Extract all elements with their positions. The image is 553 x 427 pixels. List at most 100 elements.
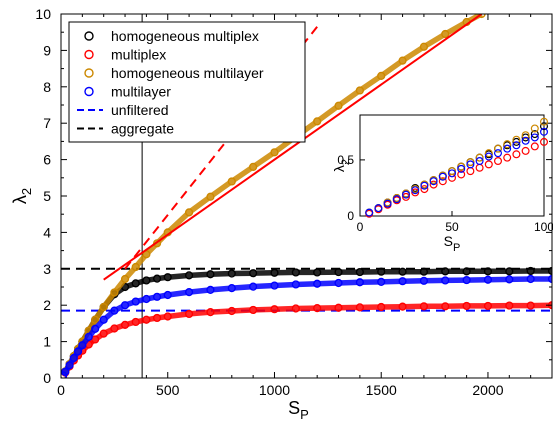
inset-data-point [438, 172, 447, 181]
inset-x-tick-label: 100 [534, 220, 553, 234]
inset-data-point [374, 204, 383, 213]
inset-data-point [530, 130, 539, 139]
inset-data-point [429, 180, 438, 189]
inset-y-axis-label-group: λ2 [331, 159, 352, 172]
legend-entry: multilayer [84, 84, 171, 100]
inset-data-point [411, 186, 420, 195]
inset-data-point [484, 160, 493, 169]
inset-data-point [420, 181, 429, 190]
legend-marker [84, 86, 94, 97]
inset-data-point [512, 141, 521, 150]
y-axis-label: λ2 [10, 188, 34, 204]
inset-data-point [457, 162, 466, 171]
inset-data-point [512, 150, 521, 159]
inset-y-axis-label: λ2 [331, 159, 352, 172]
inset-data-point [448, 167, 457, 176]
inset-data-point [494, 149, 503, 158]
inset-data-point [484, 152, 493, 161]
inset-data-point [448, 169, 457, 178]
series-multilayer [61, 274, 552, 378]
legend-entry: homogeneous multilayer [84, 65, 264, 81]
legend-label: homogeneous multilayer [111, 65, 264, 81]
inset-data-point [484, 149, 493, 158]
inset-data-point [411, 188, 420, 197]
inset-data-point [521, 133, 530, 142]
y-tick-label: 3 [43, 261, 51, 277]
inset-data-point [494, 144, 503, 153]
legend-entry: multiplex [84, 47, 166, 63]
y-axis-label-group: λ2 [10, 188, 34, 204]
y-tick-label: 2 [43, 297, 51, 313]
x-tick-label: 1500 [366, 382, 397, 398]
legend-label: unfiltered [111, 102, 169, 118]
inset-data-point [539, 127, 548, 136]
inset-data-point [402, 192, 411, 201]
inset-data-point [530, 124, 539, 133]
legend-entry: unfiltered [77, 102, 169, 118]
inset-data-point [438, 177, 447, 186]
inset-series-3 [365, 127, 548, 217]
x-tick-label: 2000 [472, 382, 503, 398]
legend-marker [84, 49, 94, 60]
y-tick-label: 5 [43, 188, 51, 204]
x-axis-label: SP [288, 398, 309, 422]
y-tick-label: 10 [35, 6, 51, 22]
y-tick-label: 6 [43, 152, 51, 168]
inset-data-point [521, 136, 530, 145]
series-band [61, 276, 552, 377]
inset-data-point [512, 137, 521, 146]
y-tick-label: 7 [43, 115, 51, 131]
inset-data-point [539, 122, 548, 131]
legend-label: multiplex [111, 47, 166, 63]
legend-label: aggregate [111, 121, 174, 137]
inset-data-point [457, 164, 466, 173]
y-tick-label: 4 [43, 224, 51, 240]
inset-data-point [539, 137, 548, 146]
inset-data-point [466, 160, 475, 169]
inset-data-point [521, 131, 530, 140]
inset-x-tick-label: 0 [357, 220, 364, 234]
legend-entry: aggregate [77, 121, 174, 137]
legend-marker [84, 68, 94, 78]
inset-data-point [475, 157, 484, 166]
inset-data-point [530, 133, 539, 142]
inset-data-point [521, 146, 530, 155]
inset-data-point [539, 117, 548, 126]
x-tick-label: 500 [156, 382, 180, 398]
y-tick-label: 0 [43, 370, 51, 386]
legend-label: multilayer [111, 84, 171, 100]
inset-plot: 0 50 100 0 0.5 SP λ2 [331, 114, 553, 254]
inset-data-point [512, 135, 521, 144]
inset-y-tick-label: 0.5 [337, 153, 354, 167]
inset-y-tick-label: 0 [347, 209, 354, 223]
inset-data-point [503, 153, 512, 162]
inset-data-point [466, 158, 475, 167]
legend-label: homogeneous multiplex [111, 28, 259, 44]
inset-data-point [420, 185, 429, 194]
inset-data-point [365, 208, 374, 217]
inset-data-point [530, 142, 539, 151]
legend: homogeneous multiplex multiplex homogeneou… [68, 21, 306, 143]
inset-data-point [457, 170, 466, 179]
legend-marker [84, 31, 94, 41]
fit-line-1 [103, 14, 483, 281]
inset-data-point [429, 177, 438, 186]
legend-entry: homogeneous multiplex [84, 28, 259, 44]
inset-data-point [383, 199, 392, 208]
inset-data-point [503, 140, 512, 149]
x-tick-label: 1000 [259, 382, 290, 398]
y-tick-label: 8 [43, 79, 51, 95]
inset-data-point [392, 195, 401, 204]
y-tick-label: 9 [43, 42, 51, 58]
inset-data-point [494, 157, 503, 166]
inset-data-point [475, 153, 484, 162]
inset-frame [359, 114, 545, 217]
legend-box [68, 21, 306, 143]
inset-data-point [402, 190, 411, 199]
x-tick-label: 0 [57, 382, 65, 398]
inset-data-point [503, 144, 512, 153]
inset-x-tick-label: 50 [445, 220, 459, 234]
y-tick-label: 1 [43, 334, 51, 350]
inset-x-axis-label: SP [444, 233, 461, 254]
